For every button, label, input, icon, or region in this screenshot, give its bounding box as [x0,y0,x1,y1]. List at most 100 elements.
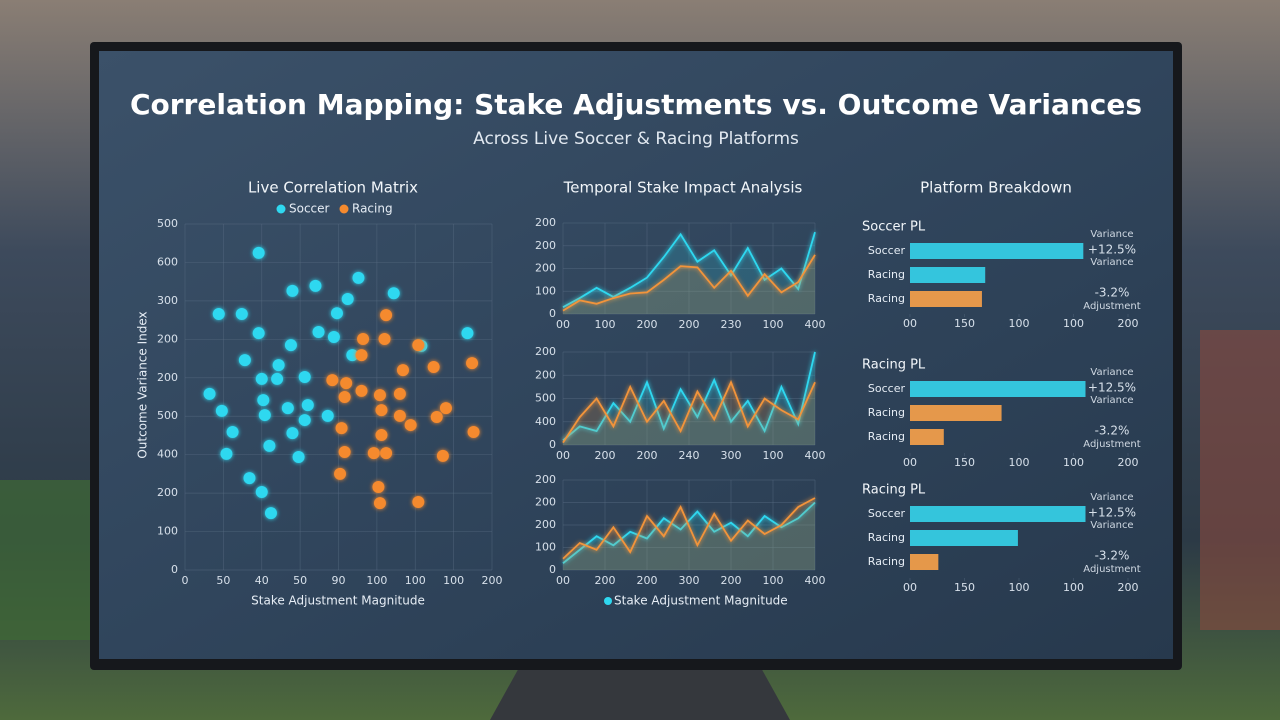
scatter-point [264,507,277,520]
scatter-point [378,332,391,345]
x-tick-label: 100 [763,318,784,331]
x-tick-label: 400 [805,449,826,462]
annotation: Variance [1090,395,1133,406]
legend-label: Racing [352,202,393,216]
x-tick-label: 00 [903,456,917,469]
x-tick-label: 50 [293,574,307,587]
x-tick-label: 200 [1118,581,1139,594]
category-label: Soccer [868,507,906,520]
x-tick-label: 200 [679,318,700,331]
scatter-point [393,409,406,422]
line-series [562,254,816,312]
y-tick-label: 200 [535,473,556,486]
scatter-point [467,425,480,438]
x-tick-label: 300 [679,574,700,587]
chart-title: Live Correlation Matrix [248,179,418,197]
x-tick-label: 230 [721,318,742,331]
scatter-point [352,271,365,284]
category-label: Soccer [868,244,906,257]
y-tick-label: 200 [157,486,178,499]
scatter-point [346,349,359,362]
scatter-point [212,307,225,320]
scatter-point [373,497,386,510]
monitor-stand [490,666,790,720]
scatter-point [357,332,370,345]
scatter-point [255,372,268,385]
category-label: Racing [868,555,905,568]
x-axis-label: Stake Adjustment Magnitude [614,594,788,608]
y-tick-label: 200 [535,239,556,252]
scatter-point [396,364,409,377]
chart-title: Racing PL [862,358,926,373]
scatter-point [367,447,380,460]
x-tick-label: 0 [182,574,189,587]
scatter-point [393,387,406,400]
x-tick-label: 00 [903,581,917,594]
bar [910,405,1002,421]
scatter-point [215,404,228,417]
scatter-point [461,327,474,340]
line-area [563,254,815,314]
scatter-point [220,447,233,460]
y-tick-label: 200 [157,371,178,384]
scatter-point [341,292,354,305]
scatter-point [338,391,351,403]
scatter-point [284,339,297,352]
pitch [0,480,100,640]
annotation: -3.2% [1095,286,1130,300]
scatter-point [301,399,314,412]
y-tick-label: 200 [535,262,556,275]
line-area [563,352,815,445]
x-tick-label: 200 [1118,456,1139,469]
scatter-point [334,467,347,480]
y-axis-label: Outcome Variance Index [136,311,150,458]
scatter-point [430,410,443,423]
scatter-point [375,429,388,442]
scatter-point [243,472,256,485]
x-tick-label: 240 [679,449,700,462]
annotation: Variance [1090,367,1133,378]
x-tick-label: 200 [595,449,616,462]
y-tick-label: 200 [157,332,178,345]
x-tick-label: 400 [805,318,826,331]
x-tick-label: 100 [595,318,616,331]
y-tick-label: 200 [535,345,556,358]
x-tick-label: 00 [556,574,570,587]
annotation: +12.5% [1088,506,1136,520]
y-tick-label: 500 [157,217,178,230]
y-tick-label: 400 [157,448,178,461]
scatter-point [238,354,251,367]
legend-swatch [604,597,612,605]
annotation: +12.5% [1088,243,1136,257]
line-series [562,231,816,308]
y-tick-label: 500 [535,392,556,405]
x-tick-label: 200 [595,574,616,587]
bar [910,243,1084,259]
scatter-point [355,384,368,397]
x-tick-label: 150 [954,581,975,594]
scatter-point [380,309,393,322]
line-area [563,498,815,570]
y-tick-label: 0 [549,307,556,320]
scatter-point [226,425,239,438]
track [1200,330,1280,630]
category-label: Racing [868,268,905,281]
y-tick-label: 200 [535,216,556,229]
x-tick-label: 00 [903,317,917,330]
x-tick-label: 200 [721,574,742,587]
scatter-point [286,284,299,297]
scatter-point [380,447,393,460]
scatter-point [373,389,386,402]
y-tick-label: 200 [535,368,556,381]
category-label: Racing [868,531,905,544]
scatter-point [375,404,388,417]
annotation: Variance [1090,520,1133,531]
x-axis-label: Stake Adjustment Magnitude [251,594,425,608]
x-tick-label: 100 [1063,581,1084,594]
y-tick-label: 100 [157,525,178,538]
y-tick-label: 200 [535,496,556,509]
scatter-point [372,480,385,493]
scatter-point [355,349,368,362]
x-tick-label: 100 [366,574,387,587]
legend-swatch [276,204,286,214]
